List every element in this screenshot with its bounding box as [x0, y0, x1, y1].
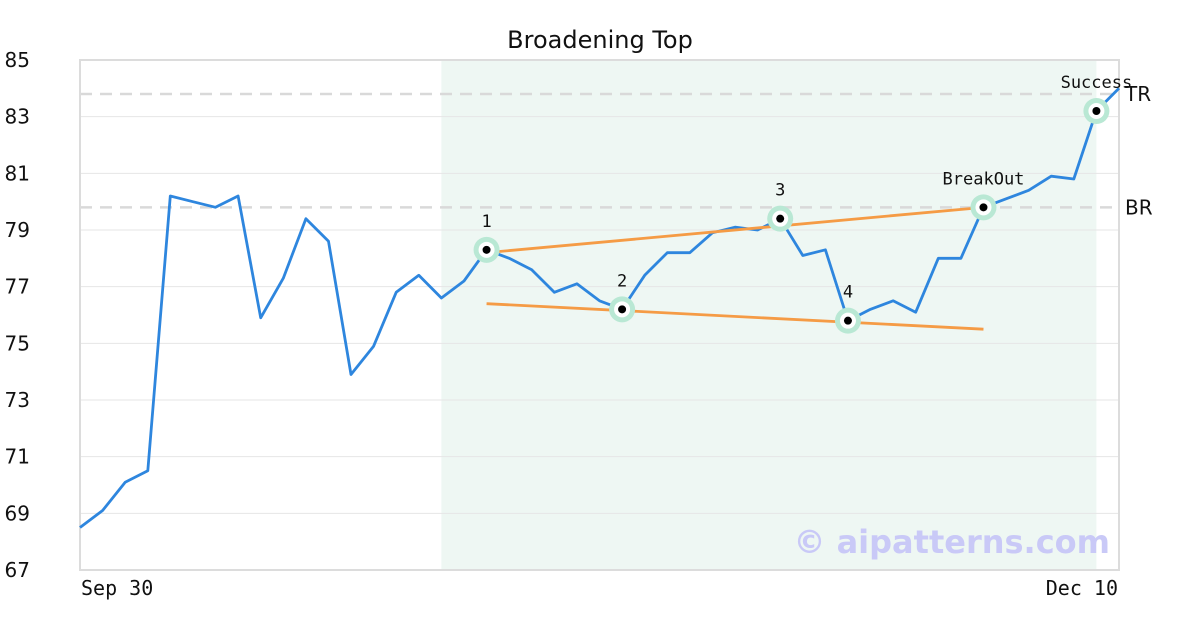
y-tick-label: 85 — [5, 48, 30, 72]
x-tick-label: Dec 10 — [1046, 576, 1118, 600]
chart-title: Broadening Top — [507, 26, 693, 54]
pivot-point — [979, 203, 988, 212]
pivot-label: 2 — [617, 271, 627, 291]
pivot-point — [618, 305, 627, 314]
price-line — [79, 87, 1120, 529]
pivot-label: 1 — [481, 212, 491, 232]
y-tick-label: 73 — [5, 388, 30, 412]
y-tick-label: 71 — [5, 445, 30, 469]
trendline — [486, 302, 984, 331]
reference-line-label: BR — [1125, 195, 1153, 219]
y-tick-label: 75 — [5, 331, 30, 355]
trendline — [486, 205, 984, 255]
pattern-region — [441, 60, 1097, 570]
plot-frame — [79, 59, 1120, 571]
pivot-label: Success — [1061, 73, 1133, 93]
pivot-label: 3 — [775, 181, 785, 201]
y-tick-label: 83 — [5, 105, 30, 129]
x-tick-label: Sep 30 — [81, 576, 153, 600]
y-tick-label: 79 — [5, 218, 30, 242]
pivot-point — [1092, 107, 1101, 115]
watermark: © aipatterns.com — [793, 523, 1110, 561]
pivot-label: BreakOut — [943, 169, 1025, 189]
pivot-point — [843, 316, 852, 325]
y-tick-label: 81 — [5, 161, 30, 185]
y-tick-label: 69 — [5, 501, 30, 525]
y-tick-label: 67 — [5, 558, 30, 582]
y-tick-label: 77 — [5, 275, 30, 299]
reference-line-label: TR — [1124, 82, 1151, 106]
pivot-point — [482, 245, 491, 254]
pivot-label: 4 — [843, 283, 853, 303]
pivot-point — [776, 214, 785, 223]
